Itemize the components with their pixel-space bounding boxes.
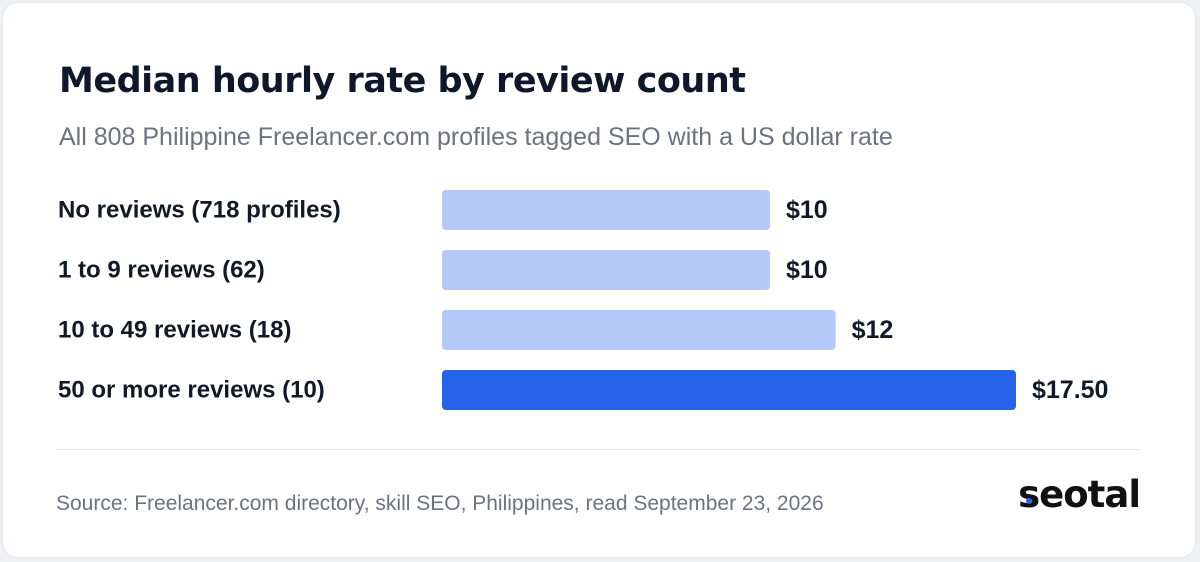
value-label: $10 — [786, 256, 828, 284]
category-label: 10 to 49 reviews (18) — [58, 317, 291, 344]
footer-divider — [56, 449, 1140, 450]
seotal-logo: seotal — [1018, 473, 1141, 516]
value-label: $10 — [786, 196, 828, 224]
bar — [442, 190, 770, 230]
category-label: No reviews (718 profiles) — [58, 197, 341, 224]
source-note: Source: Freelancer.com directory, skill … — [56, 492, 824, 515]
bar — [442, 370, 1016, 410]
value-label: $17.50 — [1032, 376, 1108, 404]
chart-subtitle: All 808 Philippine Freelancer.com profil… — [59, 123, 893, 151]
chart-title: Median hourly rate by review count — [59, 61, 746, 101]
category-label: 50 or more reviews (10) — [58, 377, 325, 404]
bar — [442, 250, 770, 290]
category-label: 1 to 9 reviews (62) — [58, 257, 265, 284]
bar — [442, 310, 836, 350]
value-label: $12 — [852, 316, 894, 344]
logo-dot-icon — [1026, 498, 1033, 504]
logo-text: seotal — [1018, 473, 1141, 516]
